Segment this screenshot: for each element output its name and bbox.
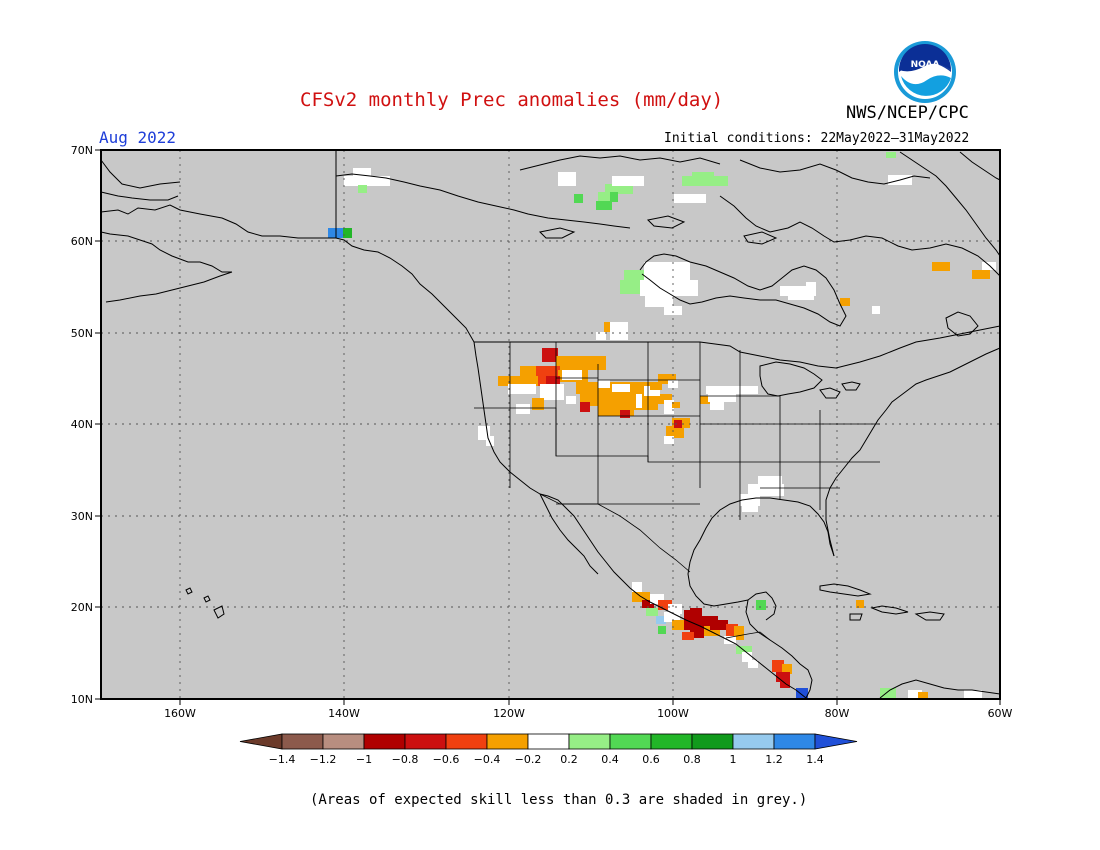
colorbar-label: 1.4: [806, 753, 824, 766]
colorbar-swatch: [322, 733, 365, 750]
lat-label-50n: 50N: [71, 327, 93, 340]
colorbar-swatch: [609, 733, 652, 750]
colorbar-label: 0.8: [683, 753, 701, 766]
lon-label-160w: 160W: [164, 707, 196, 720]
colorbar-label: 1: [730, 753, 737, 766]
colorbar-swatch: [363, 733, 406, 750]
map-title: CFSv2 monthly Prec anomalies (mm/day): [300, 89, 724, 111]
lon-label-140w: 140W: [328, 707, 360, 720]
state-borders: [474, 342, 880, 641]
colorbar-label: −1: [356, 753, 372, 766]
colorbar-label: −0.2: [515, 753, 542, 766]
logo-text: NOAA: [911, 60, 940, 70]
lon-labels: 160W 140W 120W 100W 80W 60W: [164, 707, 1012, 720]
colorbar-swatch: [445, 733, 488, 750]
lat-label-40n: 40N: [71, 418, 93, 431]
colorbar-swatch: [732, 733, 775, 750]
colorbar-swatch: [773, 733, 816, 750]
lat-label-20n: 20N: [71, 601, 93, 614]
lat-label-30n: 30N: [71, 510, 93, 523]
colorbar-swatch: [568, 733, 611, 750]
agency-label: NWS/NCEP/CPC: [846, 103, 969, 123]
lat-label-60n: 60N: [71, 235, 93, 248]
lon-label-80w: 80W: [825, 707, 850, 720]
lon-label-100w: 100W: [657, 707, 689, 720]
initial-conditions: Initial conditions: 22May2022–31May2022: [664, 131, 970, 146]
lat-labels: 70N 60N 50N 40N 30N 20N 10N: [71, 144, 93, 706]
lon-label-60w: 60W: [988, 707, 1013, 720]
axis-ticks: [95, 149, 1001, 705]
colorbar-label: 0.4: [601, 753, 619, 766]
colorbar-label: −1.2: [310, 753, 337, 766]
colorbar-label: 0.6: [642, 753, 660, 766]
skill-footnote: (Areas of expected skill less than 0.3 a…: [310, 792, 808, 808]
colorbar-swatch: [404, 733, 447, 750]
map-background: [101, 150, 1000, 699]
colorbar-label: −1.4: [269, 753, 296, 766]
colorbar-swatch: [527, 733, 570, 750]
colorbar-label: −0.8: [392, 753, 419, 766]
lat-label-70n: 70N: [71, 144, 93, 157]
colorbar-arrow-left: [239, 733, 283, 750]
lat-label-10n: 10N: [71, 693, 93, 706]
noaa-logo: NOAA: [894, 41, 956, 103]
colorbar-label: −0.6: [433, 753, 460, 766]
lon-label-120w: 120W: [493, 707, 525, 720]
forecast-month: Aug 2022: [99, 128, 177, 147]
colorbar-label: −0.4: [474, 753, 501, 766]
colorbar-swatch: [281, 733, 324, 750]
colorbar-label: 1.2: [765, 753, 783, 766]
colorbar-arrow-right: [814, 733, 858, 750]
colorbar-swatch: [486, 733, 529, 750]
colorbar-swatch: [691, 733, 734, 750]
colorbar-label: 0.2: [560, 753, 578, 766]
colorbar-swatch: [650, 733, 693, 750]
colorbar: −1.4 −1.2 −1 −0.8 −0.6 −0.4 −0.2 0.2 0.4 0.6 0.8 1 1…: [239, 733, 858, 766]
